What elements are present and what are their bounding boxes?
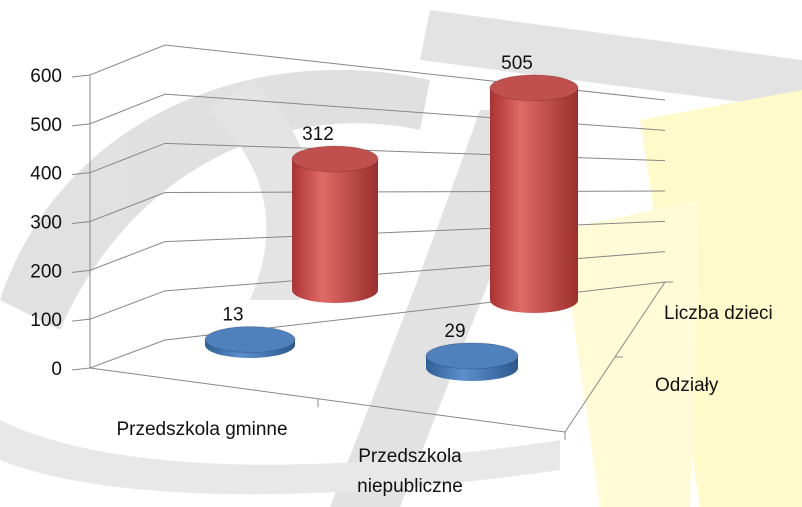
- cylinder-top: [426, 343, 518, 369]
- series-label: Odziały: [655, 375, 719, 396]
- cylinder: [490, 75, 578, 313]
- chart: Odziały Liczba dzieci 0 100 200 300 400 500 60…: [0, 0, 802, 507]
- cylinder-top: [292, 146, 378, 172]
- value-label: 29: [444, 321, 465, 342]
- y-tick-label: 500: [30, 115, 62, 136]
- series-label: Liczba dzieci: [664, 303, 773, 324]
- cylinder-body: [490, 88, 578, 313]
- y-tick-label: 400: [30, 164, 62, 185]
- y-tick-label: 0: [51, 359, 62, 380]
- x-tick-label: Przedszkola niepubliczne: [330, 442, 490, 502]
- value-label: 505: [501, 53, 533, 74]
- y-tick-label: 100: [30, 310, 62, 331]
- cylinder: [426, 343, 518, 381]
- y-tick-label: 300: [30, 213, 62, 234]
- cylinder: [205, 327, 295, 358]
- cylinder-top: [490, 75, 578, 101]
- value-label: 13: [222, 305, 243, 326]
- cylinder: [292, 146, 378, 303]
- x-tick-label: Przedszkola gminne: [92, 415, 312, 445]
- value-label: 312: [302, 124, 334, 145]
- y-tick-label: 600: [30, 66, 62, 87]
- cylinder-top: [205, 327, 295, 353]
- cylinder-body: [292, 159, 378, 303]
- y-tick-label: 200: [30, 261, 62, 282]
